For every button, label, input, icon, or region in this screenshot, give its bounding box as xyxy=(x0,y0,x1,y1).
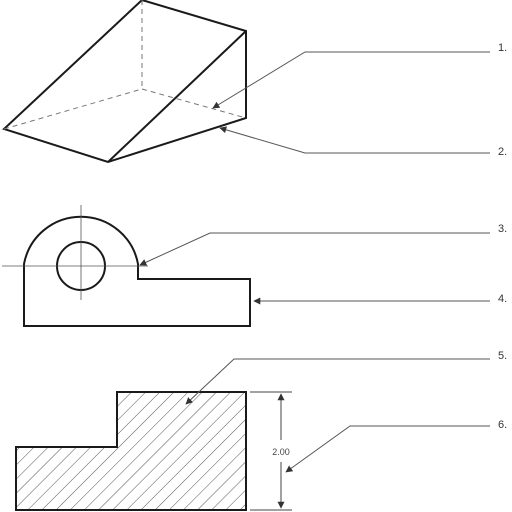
dimension-value: 2.00 xyxy=(272,447,290,457)
leader-5 xyxy=(185,358,490,405)
callout-6: 6. xyxy=(498,419,507,431)
callout-3: 3. xyxy=(498,223,507,235)
leader-1 xyxy=(212,51,490,109)
bracket-figure xyxy=(2,205,251,327)
callout-5: 5. xyxy=(498,350,507,362)
leader-3 xyxy=(139,232,490,266)
bracket-outline xyxy=(23,215,251,327)
callout-2: 2. xyxy=(498,146,507,158)
wedge-outline xyxy=(2,0,247,164)
section-figure: 2.00 xyxy=(15,391,292,511)
hidden-edge-left xyxy=(3,88,143,130)
leader-6 xyxy=(285,425,490,473)
callout-4: 4. xyxy=(498,293,507,305)
section-hatched-area xyxy=(15,391,247,511)
wedge-isometric-figure xyxy=(2,0,247,164)
callout-1: 1. xyxy=(498,42,507,54)
leader-2 xyxy=(219,126,490,154)
wedge-front-edge xyxy=(107,30,247,163)
